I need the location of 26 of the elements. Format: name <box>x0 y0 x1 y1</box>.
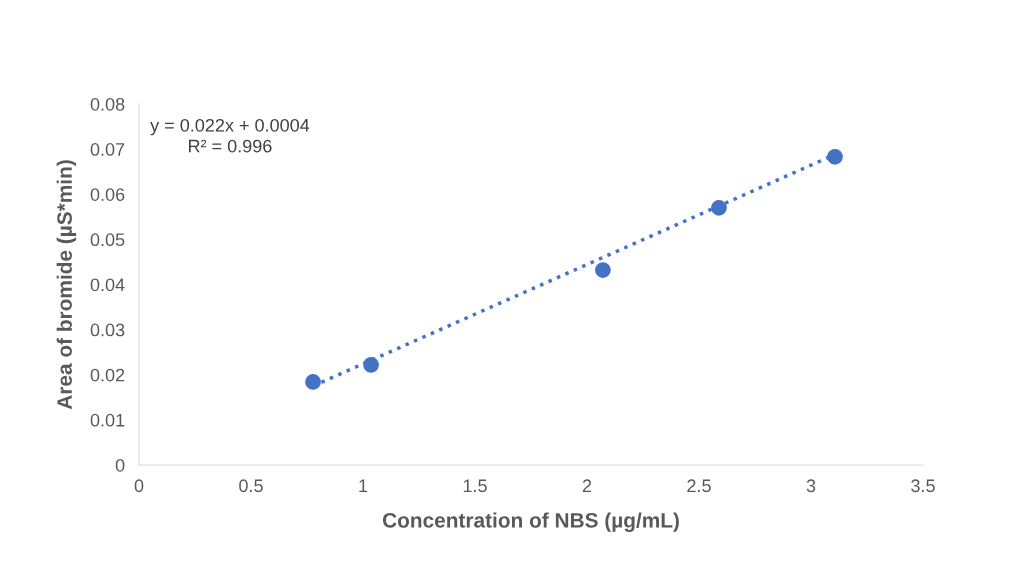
x-tick-label: 1 <box>359 479 368 492</box>
y-axis-title: Area of bromide (µS*min) <box>56 160 77 410</box>
annotation: R² = 0.996 <box>189 139 272 153</box>
y-tick-label: 0.04 <box>90 278 125 292</box>
x-tick-label: 2.5 <box>687 479 711 493</box>
point <box>305 374 321 390</box>
point <box>595 262 611 278</box>
point <box>827 148 843 165</box>
point <box>711 199 727 216</box>
x-tick-label: 0 <box>134 479 144 493</box>
y-tick-label: 0.03 <box>90 323 125 337</box>
y-tick-label: 0 <box>115 458 125 472</box>
x-axis-title: Concentration of NBS (µg/mL) <box>382 512 679 532</box>
y-tick-label: 0.02 <box>90 368 125 382</box>
y-tick-label: 0.08 <box>90 97 125 111</box>
y-tick-label: 0.06 <box>90 188 125 201</box>
x-tick-label: 1.5 <box>463 479 487 493</box>
x-tick-label: 2 <box>582 479 592 492</box>
y-tick-label: 0.07 <box>90 143 125 156</box>
annotation: y = 0.022x + 0.0004 <box>150 118 310 136</box>
x-tick-label: 3 <box>806 479 816 493</box>
x-tick-label: 0.5 <box>239 479 263 493</box>
point <box>363 356 379 373</box>
x-tick-label: 3.5 <box>911 479 935 493</box>
y-tick-label: 0.01 <box>90 413 125 427</box>
y-tick-label: 0.05 <box>90 233 125 247</box>
